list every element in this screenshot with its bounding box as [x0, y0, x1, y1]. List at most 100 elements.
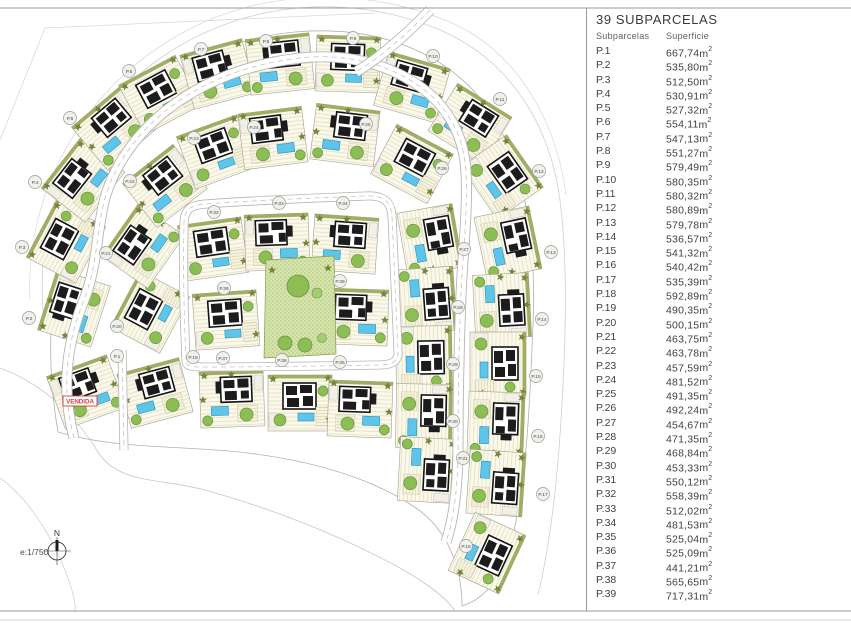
table-row: P.19 490,35m2: [596, 301, 846, 317]
parcel-id: P.17: [596, 273, 617, 286]
area-unit: m2: [699, 303, 713, 317]
parcel-label-circle: [275, 353, 289, 367]
villa-footprint: [466, 448, 527, 517]
parcel-label-text: P.8: [263, 39, 270, 45]
area-unit: m2: [699, 389, 713, 403]
parcel-label-text: P.37: [218, 356, 228, 362]
area-unit: m2: [699, 260, 713, 274]
parcel-label: P.34: [336, 196, 350, 210]
parcel-label-text: P.39: [335, 279, 345, 285]
parcel-label-circle: [272, 196, 286, 210]
parcel-label: P.36: [217, 281, 231, 295]
parcel-id: P.6: [596, 116, 611, 129]
parcel-label: P.27: [457, 242, 471, 256]
villa-footprint: [467, 391, 526, 458]
parcel-id: P.37: [596, 559, 617, 572]
parcel-label-text: P.14: [537, 317, 547, 323]
parcel-id: P.13: [596, 216, 617, 229]
parcel-id: P.36: [596, 545, 617, 558]
table-row: P.28 471,35m2: [596, 430, 846, 446]
area-unit: m2: [699, 546, 713, 560]
parcel-area: 580,89m2: [666, 203, 713, 217]
parcel-label-circle: [216, 351, 230, 365]
table-row: P.7 547,13m2: [596, 130, 846, 146]
area-unit: m2: [699, 446, 713, 460]
villa-footprint: [268, 374, 333, 431]
area-unit: m2: [699, 474, 713, 489]
parcel-id: P.22: [596, 345, 617, 358]
parcel-label-circle: [346, 31, 360, 45]
parcel-label-circle: [122, 64, 136, 78]
parcel-label: P.25: [359, 117, 373, 131]
parcel-label-circle: [187, 131, 201, 145]
area-unit: m2: [699, 203, 713, 217]
table-row: P.8 551,27m2: [596, 144, 846, 160]
parcel-area: 453,33m2: [666, 460, 713, 475]
parcel-label-circle: [28, 175, 42, 189]
parcel-id: P.3: [596, 73, 611, 86]
area-unit: m2: [699, 246, 713, 260]
parcel-villa: [46, 353, 127, 429]
parcel-label-circle: [194, 42, 208, 56]
parcel-villa: [470, 332, 527, 397]
parcel-label-circle: [333, 355, 347, 369]
parcel-label-circle: [359, 117, 373, 131]
parcel-label-text: P.27: [459, 247, 469, 253]
parcel-label: P.2: [22, 311, 36, 325]
table-row: P.25 491,35m2: [596, 387, 846, 403]
area-unit: m2: [699, 88, 713, 103]
parcel-label-circle: [247, 120, 261, 134]
parcel-villa: [397, 203, 464, 277]
table-row: P.1 667,74m2: [596, 44, 846, 60]
table-row: P.9 579,49m2: [596, 158, 846, 174]
parcel-label: P.20: [110, 319, 124, 333]
parcel-label-circle: [99, 246, 113, 260]
parcel-area: 441,21m2: [666, 560, 713, 575]
parcel-area: 500,15m2: [666, 317, 713, 332]
villa-footprint: [472, 272, 532, 340]
parcel-area: 525,04m2: [666, 532, 713, 546]
parcel-label-text: P.2: [26, 316, 33, 322]
parcel-label: P.11: [493, 92, 507, 106]
area-unit: m2: [699, 532, 713, 546]
villa-footprint: [397, 436, 457, 504]
villa-footprint: [238, 105, 309, 169]
parcel-label-text: P.18: [461, 544, 471, 550]
sheet-frame: [0, 7, 851, 621]
parcel-id: P.19: [596, 302, 617, 315]
area-unit: m2: [699, 160, 713, 174]
parcel-area: 540,42m2: [666, 260, 713, 274]
parcel-area: 592,89m2: [666, 289, 713, 303]
parcel-villa: [466, 448, 527, 517]
parcel-label-circle: [15, 240, 29, 254]
table-row: P.23 457,59m2: [596, 359, 846, 375]
parcel-id: P.27: [596, 416, 617, 429]
parcel-area: 491,35m2: [666, 389, 713, 403]
parcel-area: 536,57m2: [666, 231, 713, 246]
parcel-id: P.29: [596, 445, 617, 458]
scale-label: e:1/750: [20, 547, 49, 557]
area-unit: m2: [699, 432, 713, 446]
parcel-area: 541,32m2: [666, 246, 713, 260]
parcel-label: P.33: [272, 196, 286, 210]
parcel-label-text: P.20: [112, 324, 122, 330]
parcel-label: P.32: [207, 205, 221, 219]
parcel-area: 481,53m2: [666, 517, 713, 532]
table-row: P.26 492,24m2: [596, 401, 846, 417]
table-row: P.39 717,31m2: [596, 587, 846, 603]
parcel-label-text: P.25: [361, 122, 371, 128]
parcel-villa: [395, 325, 453, 391]
parcel-label-circle: [336, 196, 350, 210]
table-row: P.27 454,67m2: [596, 416, 846, 432]
parcel-villa: [474, 206, 543, 281]
area-unit: m2: [699, 489, 713, 503]
parcel-id: P.38: [596, 573, 617, 586]
parcel-label: P.37: [216, 351, 230, 365]
parcel-label: P.18: [459, 539, 473, 553]
parcel-label-circle: [493, 92, 507, 106]
parcel-label: P.17: [536, 487, 550, 501]
parcel-villa: [467, 391, 526, 458]
parcel-label: P.19: [186, 350, 200, 364]
parcel-id: P.28: [596, 431, 617, 444]
